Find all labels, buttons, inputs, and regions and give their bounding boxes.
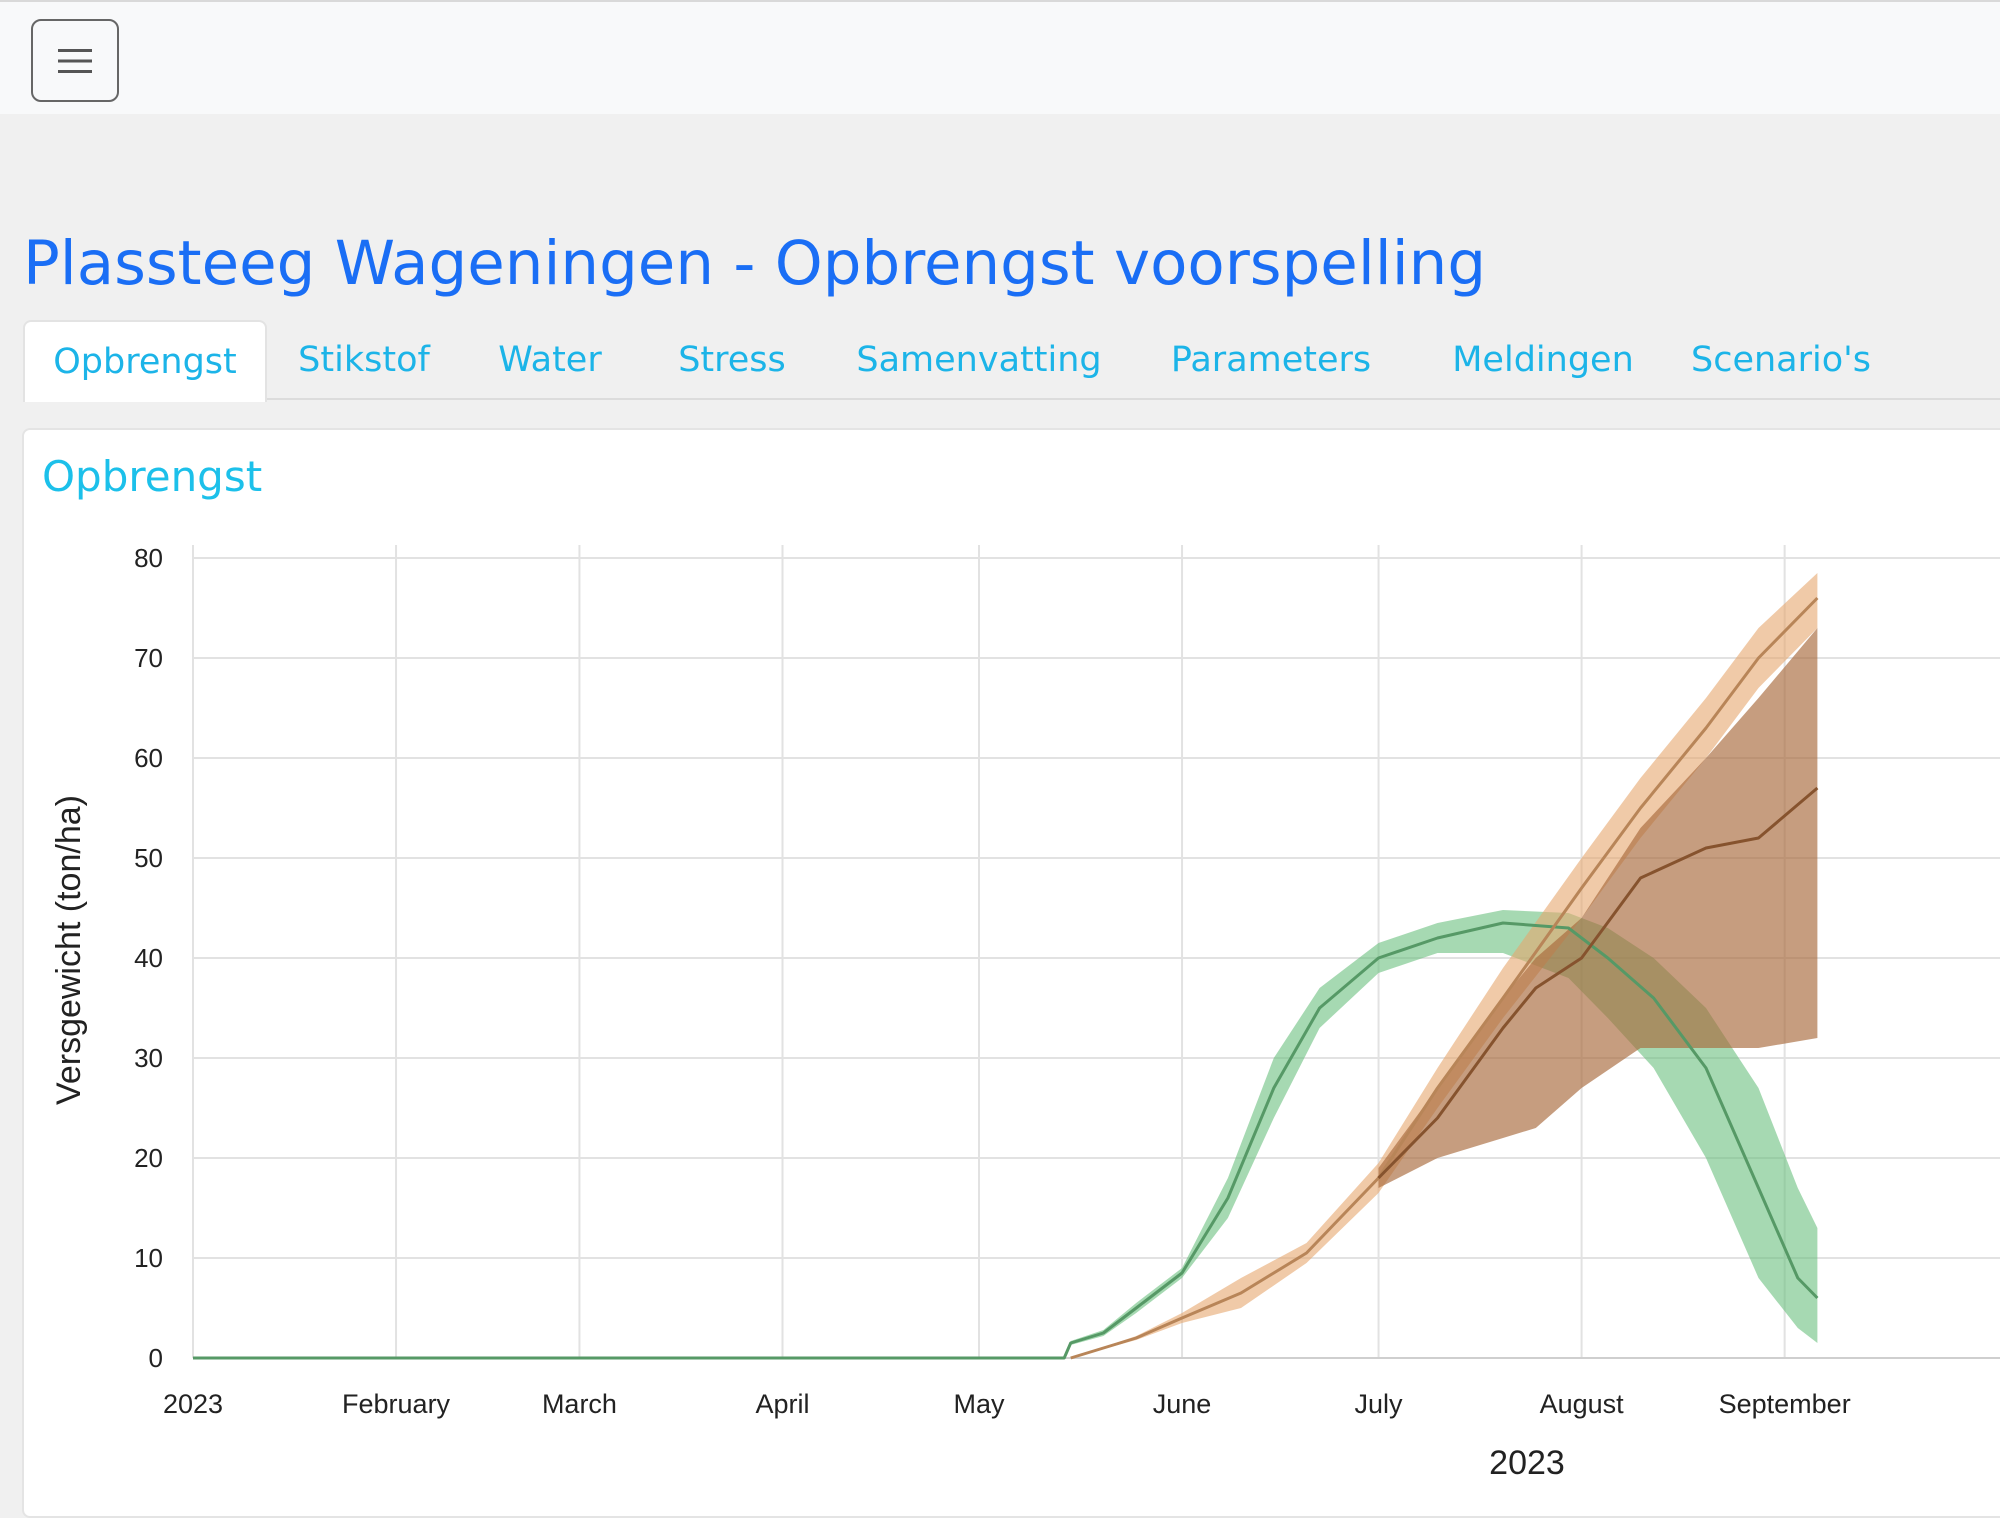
x-tick-label: September xyxy=(1719,1389,1851,1419)
x-tick-label: May xyxy=(953,1389,1005,1419)
y-tick-label: 70 xyxy=(134,643,163,673)
y-tick-label: 40 xyxy=(134,943,163,973)
y-tick-label: 60 xyxy=(134,743,163,773)
y-tick-label: 80 xyxy=(134,543,163,573)
x-axis-title: 2023 xyxy=(1489,1444,1565,1482)
x-tick-label: June xyxy=(1153,1389,1212,1419)
y-tick-label: 0 xyxy=(149,1343,163,1373)
x-tick-label: July xyxy=(1355,1389,1404,1419)
x-tick-label: August xyxy=(1540,1389,1625,1419)
y-tick-label: 20 xyxy=(134,1143,163,1173)
x-tick-label: February xyxy=(342,1389,451,1419)
x-tick-label: March xyxy=(542,1389,617,1419)
x-tick-label: 2023 xyxy=(163,1389,223,1419)
y-tick-label: 30 xyxy=(134,1043,163,1073)
x-tick-label: April xyxy=(755,1389,809,1419)
y-tick-label: 10 xyxy=(134,1243,163,1273)
y-tick-label: 50 xyxy=(134,843,163,873)
y-axis-title: Versgewicht (ton/ha) xyxy=(50,795,88,1105)
